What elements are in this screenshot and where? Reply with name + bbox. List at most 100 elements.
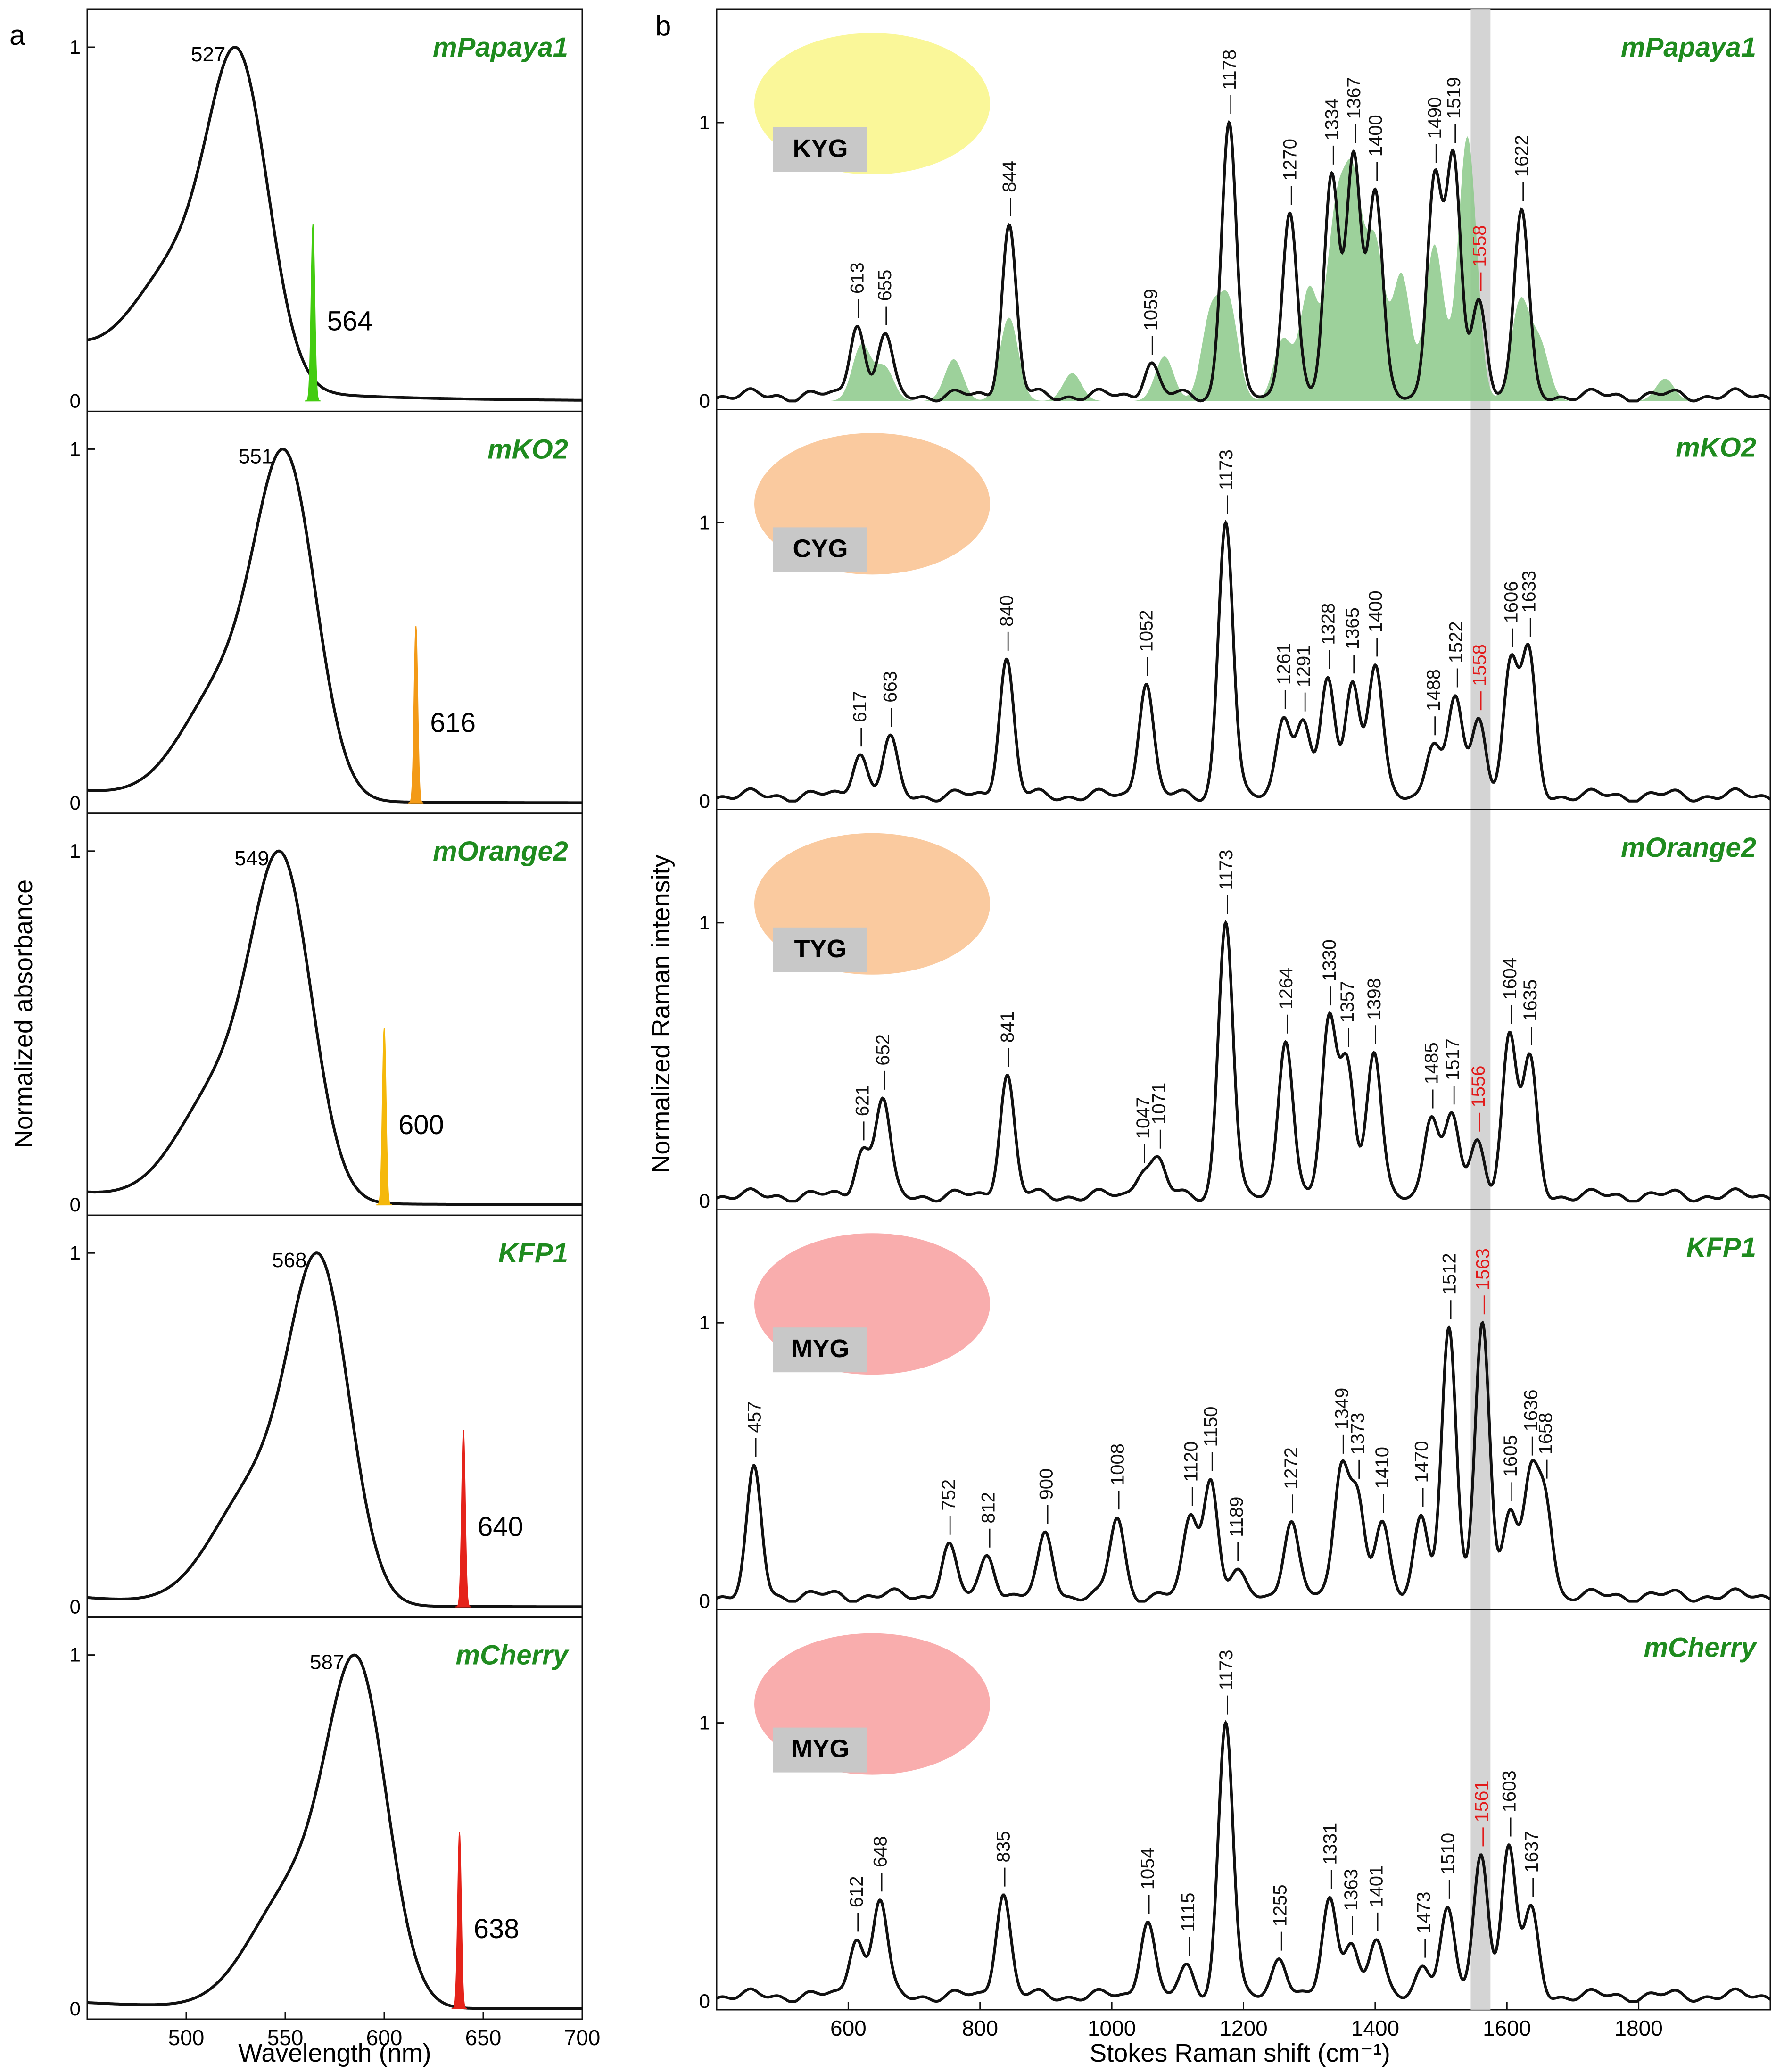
- raman-protein-label: mKO2: [1676, 432, 1756, 463]
- abs-ytick-0-KFP1: 0: [70, 1596, 81, 1618]
- abs-curve-mPapaya1: [87, 45, 582, 402]
- raman-peak-label: — 1373: [1347, 1413, 1368, 1479]
- abs-xtick-label: 550: [267, 2025, 304, 2050]
- abs-curve-mCherry: [87, 1653, 582, 2010]
- raman-peak-label: — 1519: [1444, 77, 1464, 143]
- raman-peak-label: — 1328: [1318, 603, 1338, 669]
- raman-peak-label: — 1349: [1332, 1388, 1353, 1454]
- raman-peak-label: — 1400: [1365, 590, 1386, 656]
- raman-peak-label: — 1490: [1425, 97, 1446, 163]
- laser-line-mOrange2: [376, 1028, 392, 1206]
- raman-peak-label: — 612: [846, 1876, 867, 1932]
- raman-peak-label: — 1189: [1226, 1497, 1247, 1561]
- raman-peak-label: — 1410: [1372, 1447, 1393, 1513]
- raman-peak-label: — 1047: [1133, 1097, 1154, 1163]
- raman-spectrum-KFP1: [716, 1320, 1771, 1603]
- raman-peak-label: — 1150: [1201, 1406, 1222, 1471]
- raman-spectrum-mCherry: [716, 1720, 1771, 2003]
- raman-peak-label: — 1334: [1322, 99, 1343, 165]
- laser-label: 616: [430, 708, 476, 738]
- raman-peak-label: — 457: [744, 1401, 765, 1457]
- raman-peak-label: — 1563: [1473, 1248, 1494, 1314]
- chromophore-badge: [773, 927, 867, 972]
- raman-peak-label: — 812: [978, 1492, 999, 1548]
- abs-frame-mCherry: [86, 1616, 583, 2020]
- raman-xtick-label: 800: [962, 2016, 998, 2040]
- raman-ytick-0: 0: [699, 790, 710, 812]
- chromophore-name: TYG: [794, 935, 846, 963]
- abs-xtick-label: 650: [465, 2025, 502, 2050]
- raman-ytick-1: 1: [699, 511, 710, 533]
- raman-peak-label: — 648: [870, 1836, 891, 1891]
- raman-peak-label: — 1605: [1500, 1435, 1521, 1501]
- raman-peak-label: — 1173: [1216, 1649, 1237, 1714]
- raman-peak-label: — 1558: [1470, 644, 1490, 710]
- raman-spectrum-mOrange2: [716, 920, 1771, 1203]
- abs-frame-mKO2: [86, 410, 583, 814]
- abs-y-axis-title: Normalized absorbance: [9, 879, 38, 1148]
- raman-peak-label: — 1264: [1276, 968, 1297, 1034]
- raman-xtick-label: 1000: [1088, 2016, 1136, 2040]
- chromophore-badge: [773, 127, 867, 172]
- raman-peak-label: — 1635: [1520, 979, 1541, 1045]
- panel-label-b: b: [655, 10, 671, 41]
- raman-ytick-1: 1: [699, 111, 710, 133]
- raman-peak-label: — 1330: [1319, 939, 1340, 1005]
- raman-ytick-1: 1: [699, 912, 710, 934]
- raman-peak-label: — 1488: [1423, 669, 1444, 735]
- panel-label-a: a: [9, 19, 25, 51]
- raman-ytick-0: 0: [699, 1990, 710, 2012]
- raman-x-axis-title: Stokes Raman shift (cm⁻¹): [1090, 2039, 1390, 2067]
- raman-peak-label: — 621: [852, 1085, 873, 1140]
- raman-peak-label: — 835: [993, 1831, 1014, 1887]
- abs-frame-mPapaya1: [86, 8, 583, 412]
- raman-peak-label: — 1604: [1500, 958, 1520, 1024]
- raman-peak-label: — 1261: [1274, 643, 1295, 709]
- raman-peak-label: — 1510: [1438, 1833, 1459, 1899]
- abs-protein-label: mOrange2: [433, 836, 568, 867]
- raman-ytick-1: 1: [699, 1712, 710, 1734]
- abs-xtick-label: 700: [564, 2025, 601, 2050]
- raman-peak-label: — 1398: [1364, 978, 1385, 1044]
- raman-ytick-0: 0: [699, 1590, 710, 1612]
- abs-ytick-1-mPapaya1: 1: [70, 36, 81, 58]
- raman-spectrum-mKO2: [716, 520, 1771, 803]
- abs-peak-label: 568: [272, 1249, 306, 1272]
- raman-peak-label: — 1272: [1281, 1447, 1302, 1513]
- raman-peak-label: — 1291: [1294, 645, 1314, 711]
- raman-peak-label: — 1622: [1512, 135, 1532, 201]
- abs-ytick-0-mOrange2: 0: [70, 1193, 81, 1216]
- abs-ytick-0-mKO2: 0: [70, 792, 81, 814]
- abs-ytick-0-mCherry: 0: [70, 1997, 81, 2020]
- raman-peak-label: — 1367: [1344, 77, 1364, 143]
- raman-xtick-label: 600: [830, 2016, 867, 2040]
- raman-peak-label: — 840: [997, 595, 1017, 651]
- laser-label: 638: [474, 1914, 520, 1944]
- abs-peak-label: 587: [310, 1651, 344, 1674]
- abs-peak-label: 549: [234, 847, 269, 870]
- raman-peak-label: — 752: [939, 1479, 959, 1535]
- chromophore-badge: [773, 527, 867, 572]
- absorbance-chart: 1 0 527 564 mPapaya1 1 0 551 616 mKO2 1 0 549 600 mOra…: [9, 8, 601, 2067]
- abs-xtick-label: 500: [168, 2025, 205, 2050]
- raman-y-axis-title: Normalized Raman intensity: [647, 854, 675, 1173]
- abs-ytick-1-mKO2: 1: [70, 438, 81, 460]
- raman-peak-label: — 1363: [1341, 1869, 1362, 1935]
- abs-protein-label: mKO2: [487, 434, 568, 464]
- raman-peak-label: — 1556: [1468, 1066, 1489, 1132]
- raman-peak-label: — 1522: [1446, 621, 1466, 687]
- laser-label: 600: [398, 1110, 444, 1140]
- raman-protein-label: mCherry: [1644, 1633, 1757, 1663]
- raman-peak-label: — 1603: [1499, 1770, 1520, 1836]
- raman-spectrum-mPapaya1: [716, 120, 1771, 403]
- raman-peak-label: — 841: [997, 1011, 1018, 1067]
- raman-peak-label: — 1054: [1138, 1848, 1158, 1914]
- laser-line-KFP1: [455, 1430, 471, 1608]
- raman-peak-label: — 844: [999, 161, 1020, 216]
- raman-ytick-0: 0: [699, 390, 710, 412]
- abs-frame-KFP1: [86, 1214, 583, 1618]
- laser-line-mKO2: [408, 626, 424, 804]
- raman-peak-label: — 1512: [1439, 1253, 1460, 1319]
- abs-ytick-1-mOrange2: 1: [70, 840, 81, 862]
- chromophore-name: MYG: [791, 1334, 849, 1363]
